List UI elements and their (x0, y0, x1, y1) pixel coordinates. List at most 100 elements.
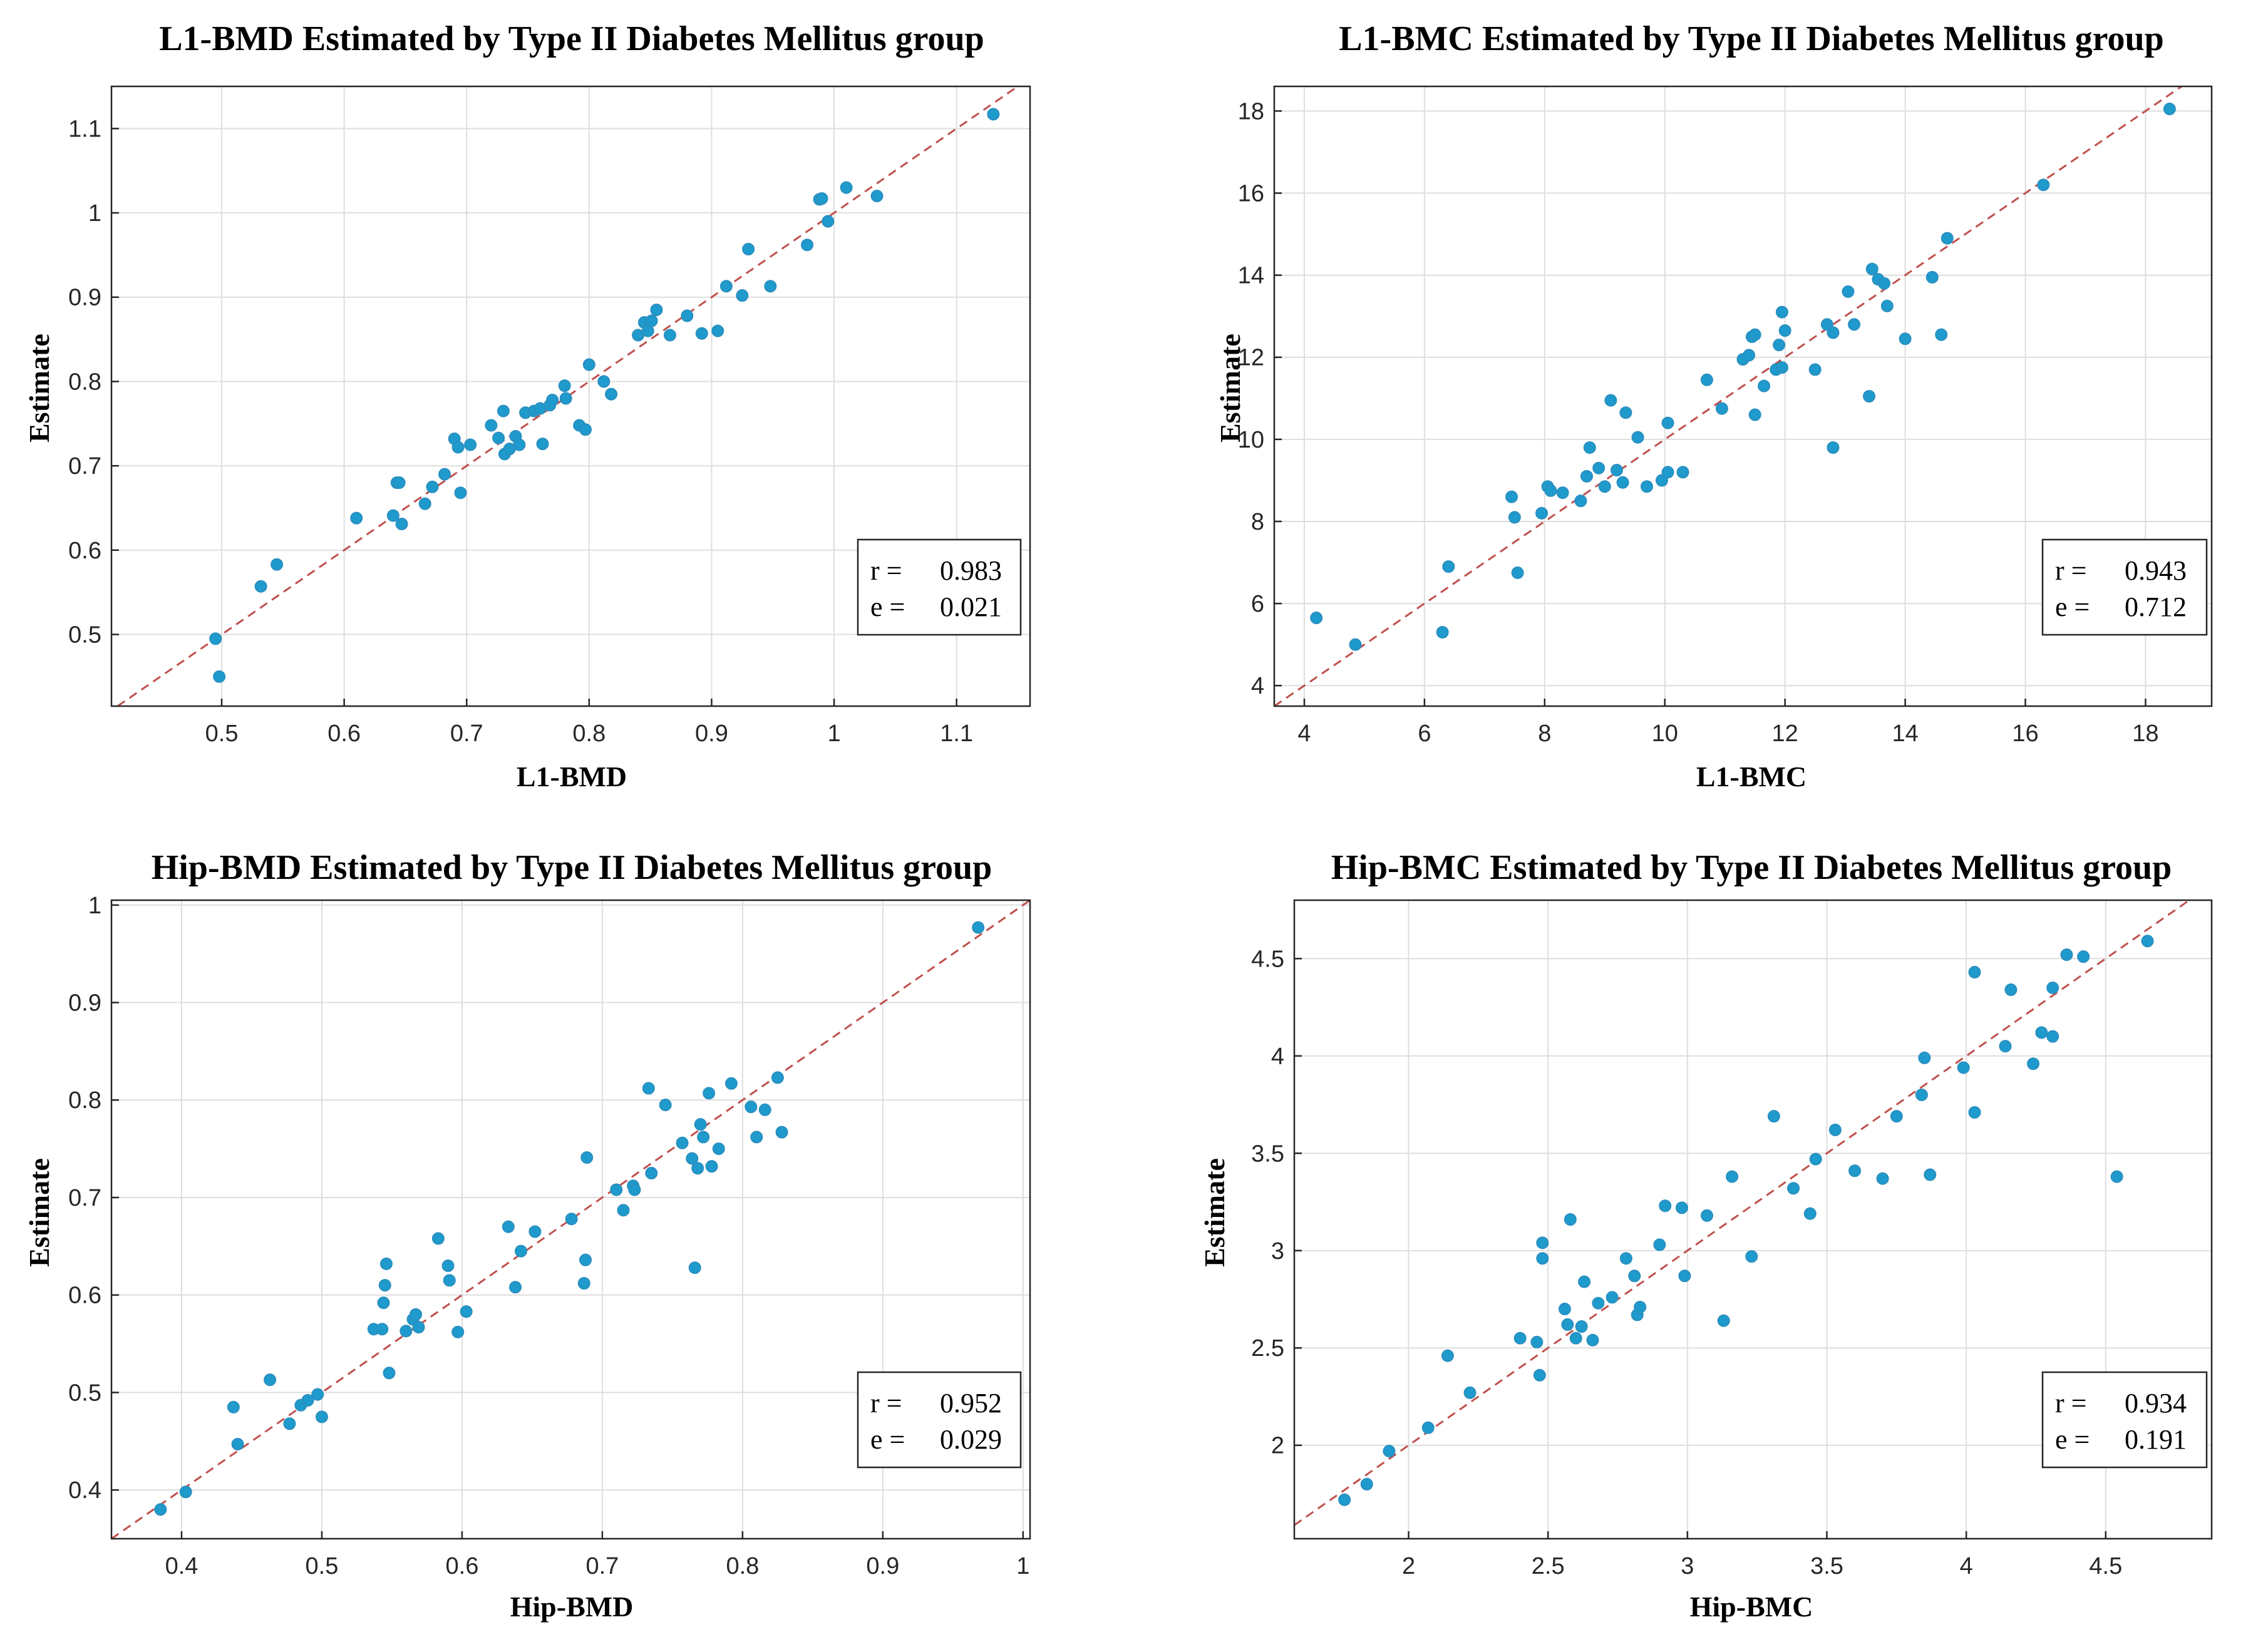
x-tick-label: 4 (1960, 1553, 1973, 1579)
panel-title: L1-BMC Estimated by Type II Diabetes Mel… (1339, 19, 2164, 58)
data-point (1820, 318, 1833, 331)
data-point (1338, 1493, 1351, 1506)
data-point (691, 1162, 704, 1175)
data-point (1583, 441, 1596, 454)
y-tick-label: 3 (1271, 1238, 1284, 1265)
axes-frame (1293, 899, 2213, 1540)
data-point (645, 1167, 658, 1180)
x-axis-label: Hip-BMD (510, 1591, 634, 1623)
x-tick-label: 1 (1016, 1553, 1029, 1579)
data-point (264, 1373, 277, 1387)
data-point (1661, 466, 1674, 479)
data-point (376, 1323, 389, 1336)
data-point (1505, 490, 1518, 503)
data-point (1863, 390, 1876, 403)
data-point (1775, 305, 1788, 319)
data-point (681, 309, 694, 322)
data-point (311, 1388, 324, 1401)
data-point (1619, 406, 1632, 419)
data-point (617, 1204, 630, 1217)
data-point (577, 1277, 590, 1290)
y-tick-label: 10 (1238, 427, 1264, 453)
x-tick-label: 0.7 (450, 721, 483, 747)
data-point (758, 1103, 771, 1116)
e-label: e = (870, 1424, 905, 1455)
data-point (628, 1183, 641, 1196)
data-point (559, 392, 572, 405)
panel-title: L1-BMD Estimated by Type II Diabetes Mel… (159, 19, 984, 58)
y-tick-label: 2 (1271, 1433, 1284, 1459)
data-point (582, 358, 595, 371)
x-tick-label: 8 (1538, 721, 1551, 747)
x-tick-label: 6 (1418, 721, 1431, 747)
x-axis-label: L1-BMC (1696, 761, 1807, 793)
y-tick-label: 3.5 (1251, 1141, 1284, 1167)
data-point (972, 921, 985, 934)
y-tick-label: 2.5 (1251, 1335, 1284, 1362)
data-point (1310, 612, 1323, 625)
data-point (1655, 474, 1668, 487)
panel-hip-bmc: Hip-BMC Estimated by Type II Diabetes Me… (1198, 848, 2213, 1623)
y-tick-label: 0.5 (68, 622, 101, 649)
data-point (283, 1417, 296, 1430)
data-point (1865, 262, 1879, 275)
data-point (1675, 1201, 1688, 1214)
plot-area: 4 6 8 10 12 14 16 18 4 6 8 10 12 14 16 18 (1238, 85, 2213, 747)
data-point (441, 1259, 455, 1272)
data-point (502, 1220, 515, 1233)
data-point (750, 1131, 763, 1144)
data-point (2077, 950, 2090, 963)
data-point (1787, 1182, 1800, 1195)
y-tick-label: 0.6 (68, 538, 101, 564)
y-tick-label: 0.4 (68, 1477, 101, 1504)
data-point (1925, 270, 1939, 284)
data-point (546, 394, 559, 407)
identity-line (1274, 85, 2182, 707)
panel-hip-bmd: Hip-BMD Estimated by Type II Diabetes Me… (23, 848, 1031, 1623)
data-point (1535, 506, 1549, 520)
data-point (1606, 1291, 1619, 1304)
data-point (1828, 1123, 1842, 1136)
r-label: r = (2055, 555, 2086, 586)
data-point (513, 438, 526, 451)
data-point (2035, 1026, 2048, 1039)
x-tick-label: 0.6 (446, 1553, 479, 1579)
data-point (464, 438, 477, 451)
stats-box-frame (2041, 1371, 2208, 1469)
data-point (1968, 966, 1981, 979)
data-point (580, 1151, 594, 1164)
data-point (775, 1126, 788, 1139)
data-point (454, 486, 467, 500)
y-tick-label: 16 (1238, 180, 1264, 207)
r-value: 0.934 (2125, 1388, 2187, 1419)
x-tick-label: 18 (2132, 721, 2158, 747)
e-value: 0.191 (2125, 1424, 2187, 1455)
data-point (497, 404, 510, 418)
y-axis-label: Estimate (23, 334, 55, 443)
data-point (1530, 1335, 1544, 1348)
data-point (1561, 1318, 1574, 1331)
data-point (579, 423, 592, 436)
data-point (1827, 326, 1840, 339)
data-point (1748, 328, 1761, 341)
data-point (771, 1071, 784, 1084)
data-point (688, 1261, 701, 1275)
data-point (1564, 1213, 1577, 1226)
data-point (231, 1437, 244, 1450)
data-point (1640, 480, 1653, 493)
data-point (301, 1393, 314, 1407)
x-tick-label: 0.8 (726, 1553, 759, 1579)
r-label: r = (2055, 1388, 2086, 1419)
data-point (438, 468, 451, 481)
data-point (1918, 1051, 1931, 1064)
e-label: e = (2055, 1424, 2090, 1455)
stats-box-frame (2041, 538, 2208, 636)
data-point (1511, 566, 1524, 579)
x-axis-label: L1-BMD (517, 761, 627, 793)
data-point (528, 1225, 542, 1238)
data-point (705, 1160, 718, 1173)
r-label: r = (870, 555, 902, 586)
r-value: 0.952 (940, 1388, 1002, 1419)
x-tick-label: 0.5 (205, 721, 239, 747)
y-tick-label: 4.5 (1251, 946, 1284, 972)
